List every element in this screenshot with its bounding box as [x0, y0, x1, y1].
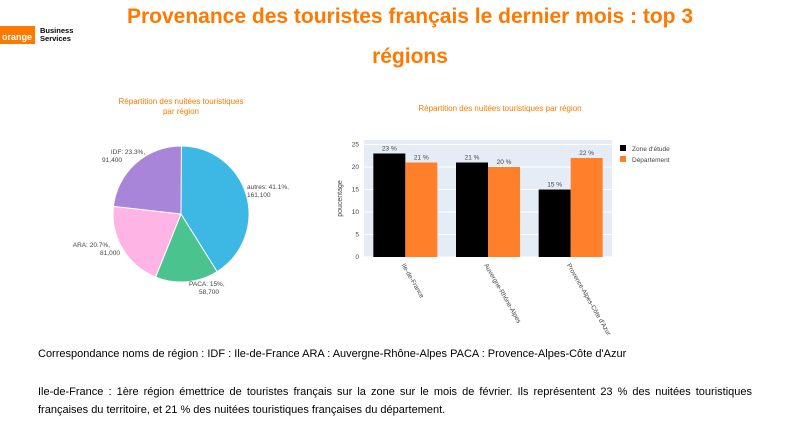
- logo-line1: Business: [40, 26, 74, 35]
- logo-brand: orange: [0, 26, 36, 44]
- bar-departement-0: [405, 162, 438, 257]
- x-tick-label: Ile-de-France: [400, 263, 426, 300]
- pie-slice-idf: [112, 145, 182, 215]
- orange-logo: orange Business Services: [0, 26, 73, 44]
- page-title-line1: Provenance des touristes français le der…: [126, 5, 694, 28]
- y-tick-label: 20: [352, 164, 360, 171]
- pie-slice-ara: [112, 205, 182, 278]
- bar-zone-0: [373, 153, 406, 257]
- bar-data-label: 21 %: [414, 155, 429, 162]
- bar-zone-1: [456, 162, 488, 257]
- logo-line2: Services: [40, 34, 71, 43]
- y-tick-label: 25: [352, 142, 360, 149]
- legend-swatch-0: [620, 145, 626, 151]
- pie-value-idf: 91,400: [102, 157, 122, 164]
- region-description-text: Ile-de-France : 1ère région émettrice de…: [38, 386, 752, 416]
- page-title-line2: régions: [372, 45, 448, 68]
- legend-swatch-1: [620, 156, 626, 162]
- bar-data-label: 21 %: [465, 155, 480, 162]
- pie-label-paca: PACA: 15%,: [189, 281, 225, 288]
- y-tick-label: 0: [355, 254, 359, 261]
- legend-label-1: Département: [632, 157, 670, 164]
- bar-chart-title: Répartition des nuitées touristiques par…: [418, 104, 582, 113]
- region-correspondance-text: Correspondance noms de région : IDF : Il…: [38, 348, 627, 360]
- bar-zone-2: [538, 189, 571, 257]
- logo-text: Business Services: [40, 27, 73, 43]
- bar-data-label: 22 %: [579, 150, 594, 157]
- bar-data-label: 15 %: [547, 182, 562, 189]
- pie-label-autres: autres: 41.1%,: [247, 184, 289, 191]
- pie-label-ara: ARA: 20.7%,: [73, 242, 110, 249]
- x-tick-label: Auvergne-Rhône-Alpes: [482, 263, 522, 326]
- bar-departement-1: [488, 167, 520, 257]
- bar-data-label: 20 %: [497, 159, 512, 166]
- bar-data-label: 23 %: [382, 146, 397, 153]
- pie-title-line2: par région: [162, 107, 200, 116]
- y-tick-label: 5: [355, 232, 359, 239]
- y-tick-label: 10: [352, 209, 360, 216]
- pie-title-line1: Répartition des nuitées touristiques: [118, 97, 244, 106]
- pie-slice-paca: [154, 212, 218, 283]
- bar-departement-2: [570, 158, 603, 257]
- x-tick-label: Provence-Alpes-Côte d'Azur: [565, 263, 612, 338]
- pie-label-idf: IDF: 23.3%,: [111, 149, 146, 156]
- pie-value-paca: 58,700: [199, 289, 219, 296]
- legend-label-0: Zone d'étude: [632, 146, 670, 153]
- pie-chart-title: Répartition des nuitées touristiques par…: [96, 97, 266, 117]
- pie-value-ara: 81,000: [100, 250, 120, 257]
- y-axis-label: poucentage: [337, 180, 344, 217]
- y-tick-label: 15: [352, 187, 360, 194]
- pie-value-autres: 161,100: [247, 192, 271, 199]
